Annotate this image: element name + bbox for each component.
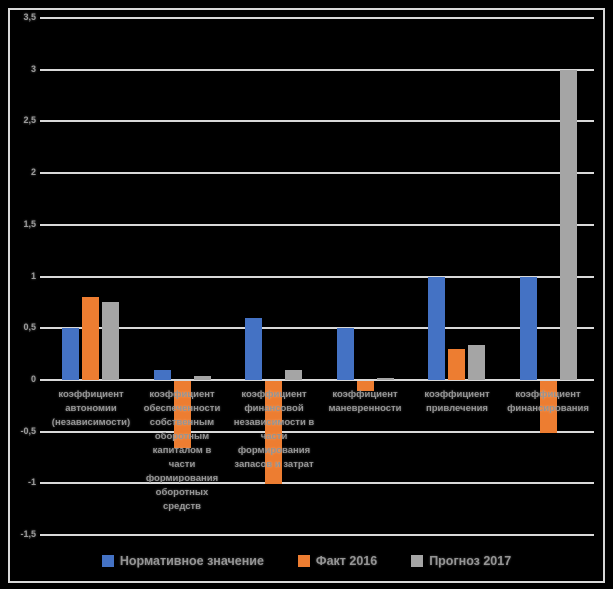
bar-series2-cat2 — [285, 370, 302, 380]
gridline-y-1 — [40, 276, 594, 278]
legend-item-0: Нормативное значение — [101, 554, 264, 568]
x-axis-category-label-2: коэффициент финансовой независимости в ч… — [233, 389, 315, 470]
bar-series0-cat3 — [337, 328, 354, 380]
bar-series1-cat2 — [265, 381, 282, 484]
x-axis-category-label-4: коэффициент привлечения — [424, 389, 490, 414]
gridline-y-1,5 — [40, 224, 594, 226]
bar-series1-cat0 — [82, 297, 99, 380]
y-axis-tick-label: 3,5 — [23, 12, 36, 22]
bar-series2-cat5 — [560, 70, 577, 380]
x-axis-category-label-5: коэффициент финансирования — [507, 389, 589, 414]
legend-swatch-icon — [411, 555, 424, 567]
bar-series1-cat5 — [540, 381, 557, 433]
legend-item-1: Факт 2016 — [297, 554, 378, 568]
bar-series0-cat2 — [245, 318, 262, 380]
legend-swatch-icon — [101, 555, 114, 567]
gridline-y-2,5 — [40, 120, 594, 122]
gridline-y-3,5 — [40, 17, 594, 19]
gridline-y--1,5 — [40, 534, 594, 536]
legend-swatch-icon — [297, 555, 310, 567]
gridline-y-0,5 — [40, 327, 594, 329]
x-axis-category-label-1: коэффициент обеспеченности собственным о… — [143, 389, 221, 512]
bar-series0-cat1 — [154, 370, 171, 380]
y-axis-tick-label: 1 — [30, 271, 36, 281]
bar-series2-cat1 — [194, 376, 211, 380]
bar-series0-cat5 — [520, 277, 537, 380]
y-axis-tick-label: 2 — [30, 167, 36, 177]
bar-series1-cat3 — [357, 381, 374, 391]
chart-border-frame — [8, 8, 605, 583]
legend-item-2: Прогноз 2017 — [411, 554, 511, 568]
gridline-y-2 — [40, 172, 594, 174]
gridline-y-3 — [40, 69, 594, 71]
legend-label: Прогноз 2017 — [429, 554, 512, 568]
bar-series2-cat4 — [468, 345, 485, 380]
y-axis-tick-label: -1 — [27, 477, 36, 487]
bar-series2-cat3 — [377, 378, 394, 380]
y-axis-tick-label: 1,5 — [23, 219, 36, 229]
y-axis-tick-label: 0,5 — [23, 322, 36, 332]
y-axis-tick-label: 2,5 — [23, 115, 36, 125]
x-axis-category-label-0: коэффициент автономии (независимости) — [51, 389, 131, 428]
legend-label: Факт 2016 — [315, 554, 378, 568]
gridline-y--0,5 — [40, 431, 594, 433]
legend-label: Нормативное значение — [119, 554, 264, 568]
y-axis-tick-label: 0 — [30, 374, 36, 384]
y-axis-tick-label: -0,5 — [20, 426, 36, 436]
y-axis-tick-label: 3 — [30, 64, 36, 74]
gridline-y-0 — [40, 379, 594, 381]
gridline-y--1 — [40, 482, 594, 484]
chart-legend: Нормативное значение Факт 2016 Прогноз 201… — [20, 549, 593, 573]
bar-series2-cat0 — [102, 302, 119, 380]
x-axis-category-label-3: коэффициент маневренности — [328, 389, 402, 414]
y-axis-tick-label: -1,5 — [20, 529, 36, 539]
bar-series0-cat4 — [428, 277, 445, 380]
bar-series1-cat1 — [174, 381, 191, 448]
bar-series1-cat4 — [448, 349, 465, 380]
bar-series0-cat0 — [62, 328, 79, 380]
